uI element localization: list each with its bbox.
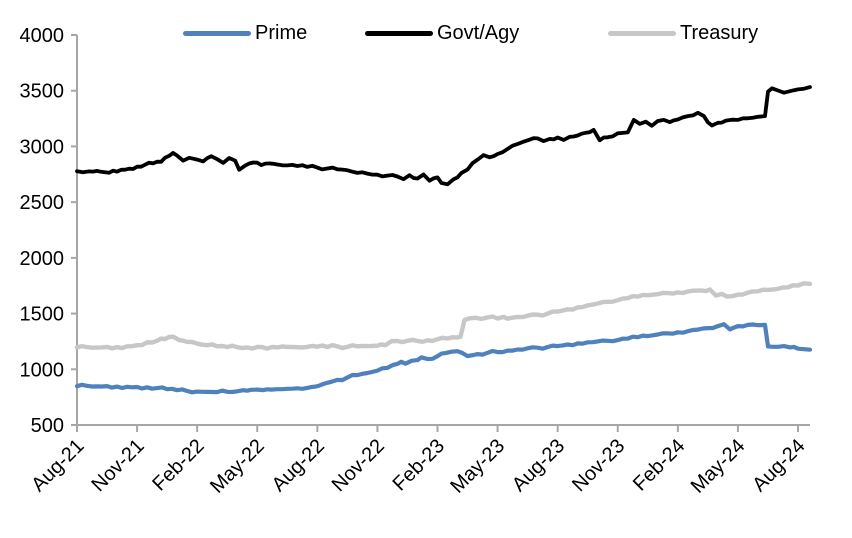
legend-item-treasury: Treasury	[608, 21, 758, 45]
x-tick-label: Feb-23	[389, 435, 449, 495]
y-tick-label: 500	[31, 415, 64, 437]
x-tick-label: Aug-23	[508, 435, 569, 496]
y-tick-label: 1500	[20, 304, 65, 326]
series-line-prime	[74, 322, 813, 395]
series-line-treasury	[74, 281, 813, 351]
y-tick-label: 3500	[20, 81, 65, 103]
x-tick-label: Aug-22	[268, 435, 329, 496]
x-tick-label: Aug-24	[748, 435, 809, 496]
y-tick-label: 2500	[20, 192, 65, 214]
prime-line-swatch	[183, 30, 251, 36]
x-tick-label: Nov-22	[328, 435, 389, 496]
x-tick-label: May-22	[206, 435, 269, 498]
x-tick-label: Feb-24	[629, 435, 689, 495]
chart-legend: Prime Govt/Agy Treasury	[0, 21, 852, 47]
govt-agy-line-swatch	[365, 30, 433, 36]
y-tick-label: 4000	[20, 25, 65, 47]
legend-label-prime: Prime	[255, 22, 308, 44]
x-tick-label: May-24	[687, 435, 750, 498]
y-axis-ticks: 500 1000 1500 2000 2500 3000 3500 4000	[20, 25, 77, 437]
y-tick-label: 2000	[20, 248, 65, 270]
y-tick-label: 1000	[20, 359, 65, 381]
x-tick-label: Aug-21	[27, 435, 88, 496]
treasury-line-swatch	[608, 30, 676, 36]
legend-item-prime: Prime	[183, 21, 307, 45]
x-tick-label: Nov-23	[568, 435, 629, 496]
x-tick-label: Feb-22	[148, 435, 208, 495]
x-tick-label: May-23	[446, 435, 509, 498]
legend-label-govt-agy: Govt/Agy	[437, 22, 520, 44]
y-tick-label: 3000	[20, 136, 65, 158]
series-line-govt-agy	[75, 85, 812, 187]
legend-label-treasury: Treasury	[680, 22, 759, 44]
legend-item-govt-agy: Govt/Agy	[365, 21, 519, 45]
x-tick-label: Nov-21	[87, 435, 148, 496]
axes	[76, 35, 810, 426]
